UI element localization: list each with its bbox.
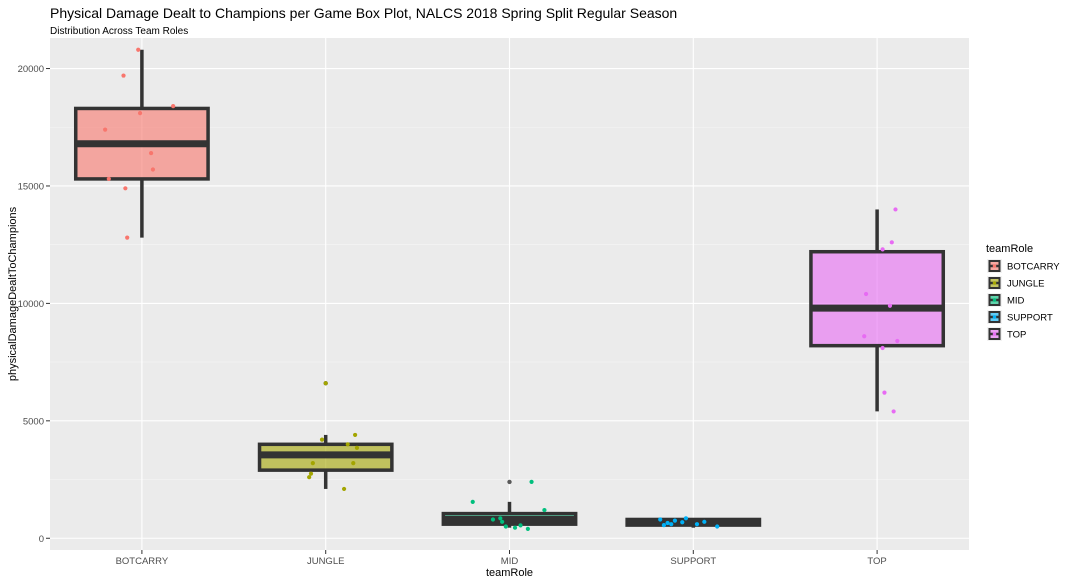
data-point <box>862 334 867 339</box>
data-point <box>319 437 325 442</box>
data-point <box>307 475 312 480</box>
y-tick-label: 10000 <box>18 299 44 310</box>
data-point <box>880 345 885 351</box>
data-point <box>171 104 176 109</box>
legend-key <box>987 293 1002 307</box>
data-point <box>136 47 141 52</box>
x-axis-title: teamRole <box>486 567 533 579</box>
data-point <box>351 461 356 466</box>
data-point <box>715 524 720 529</box>
data-point <box>498 516 503 521</box>
boxes <box>73 49 946 528</box>
data-point <box>669 522 674 527</box>
data-point <box>529 479 534 484</box>
data-point <box>148 150 154 156</box>
legend-key <box>987 259 1002 273</box>
x-tick-label: MID <box>501 556 519 567</box>
data-point <box>518 523 523 528</box>
legend-key <box>987 327 1002 341</box>
y-tick-label: 5000 <box>23 416 44 427</box>
data-point <box>672 518 678 523</box>
legend-label: BOTCARRY <box>1007 262 1060 273</box>
y-tick-label: 20000 <box>18 64 44 75</box>
legend-key <box>987 310 1002 324</box>
data-point <box>310 461 315 466</box>
data-point <box>661 523 666 528</box>
data-point <box>503 524 508 529</box>
data-point <box>702 519 707 524</box>
legend-key-point <box>992 298 997 302</box>
data-point <box>658 517 663 522</box>
legend-key-point <box>992 332 997 336</box>
data-point <box>895 338 900 344</box>
legend-title: teamRole <box>986 243 1033 255</box>
chart-title: Physical Damage Dealt to Champions per G… <box>50 5 677 21</box>
x-tick-label: SUPPORT <box>670 556 716 567</box>
x-tick-label: BOTCARRY <box>116 556 169 567</box>
data-point <box>500 519 505 524</box>
data-point <box>891 409 896 414</box>
data-point <box>889 240 894 245</box>
data-point <box>542 507 547 513</box>
data-point <box>103 127 108 132</box>
data-point <box>323 381 328 386</box>
box-body <box>809 249 946 348</box>
x-tick-label: JUNGLE <box>307 556 344 567</box>
data-point <box>345 442 350 447</box>
data-point <box>863 291 869 297</box>
legend-key-point <box>992 264 997 268</box>
data-point <box>694 522 700 527</box>
legend-key-point <box>992 315 997 319</box>
data-point <box>665 520 670 526</box>
data-point <box>341 486 347 492</box>
legend-label: SUPPORT <box>1007 313 1053 324</box>
y-axis: 0 5000 10000 15000 20000 <box>18 64 50 545</box>
y-tick-label: 0 <box>39 534 44 545</box>
data-point <box>882 390 887 395</box>
data-point <box>470 499 475 504</box>
data-point <box>887 303 893 308</box>
legend-label: TOP <box>1007 330 1026 341</box>
jitter-points <box>103 47 900 531</box>
legend: teamRole BOTCARRY JUNGLE MID SUPPORT TOP <box>986 243 1060 341</box>
legend-key-point <box>992 281 997 285</box>
data-point <box>353 432 358 438</box>
data-point <box>893 207 898 212</box>
legend-label: MID <box>1007 296 1025 307</box>
data-point <box>880 247 885 252</box>
legend-key <box>987 276 1002 290</box>
data-point <box>683 516 689 521</box>
data-point <box>123 186 128 191</box>
data-point <box>150 167 156 172</box>
data-point <box>137 111 143 116</box>
legend-label: JUNGLE <box>1007 279 1044 290</box>
data-point <box>308 471 314 476</box>
data-point <box>121 73 126 78</box>
data-point <box>490 517 496 522</box>
data-point <box>512 525 518 530</box>
x-axis: BOTCARRY JUNGLE MID SUPPORT TOP <box>116 550 887 567</box>
data-point <box>125 235 130 240</box>
data-point <box>354 445 360 450</box>
data-point <box>525 526 530 531</box>
y-axis-title: physicalDamageDealtToChampions <box>7 206 19 381</box>
x-tick-label: TOP <box>867 556 886 567</box>
data-point <box>680 520 685 525</box>
box-outlier <box>507 479 512 485</box>
chart-subtitle: Distribution Across Team Roles <box>50 26 188 37</box>
data-point <box>106 176 111 182</box>
y-tick-label: 15000 <box>18 181 44 192</box>
